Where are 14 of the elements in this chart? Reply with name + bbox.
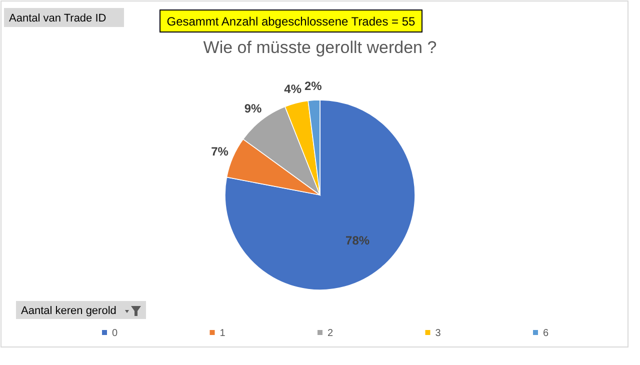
data-label: 9% bbox=[244, 102, 262, 116]
legend-label: 1 bbox=[220, 328, 226, 339]
data-label: 4% bbox=[284, 82, 302, 96]
chart-title: Wie of müsste gerollt werden ? bbox=[203, 38, 437, 57]
legend-label: 6 bbox=[543, 328, 549, 339]
legend-label: 0 bbox=[112, 328, 118, 339]
text: Aantal van Trade ID bbox=[9, 12, 106, 24]
data-label: 2% bbox=[304, 78, 322, 93]
data-label: 7% bbox=[211, 144, 229, 159]
legend-label: 2 bbox=[328, 328, 334, 339]
data-label: 78% bbox=[346, 233, 370, 248]
legend-label: 3 bbox=[435, 328, 442, 339]
text: Gesammt Anzahl abgeschlossene Trades = 55 bbox=[166, 14, 416, 28]
legend-title: Aantal keren gerold bbox=[21, 305, 116, 317]
